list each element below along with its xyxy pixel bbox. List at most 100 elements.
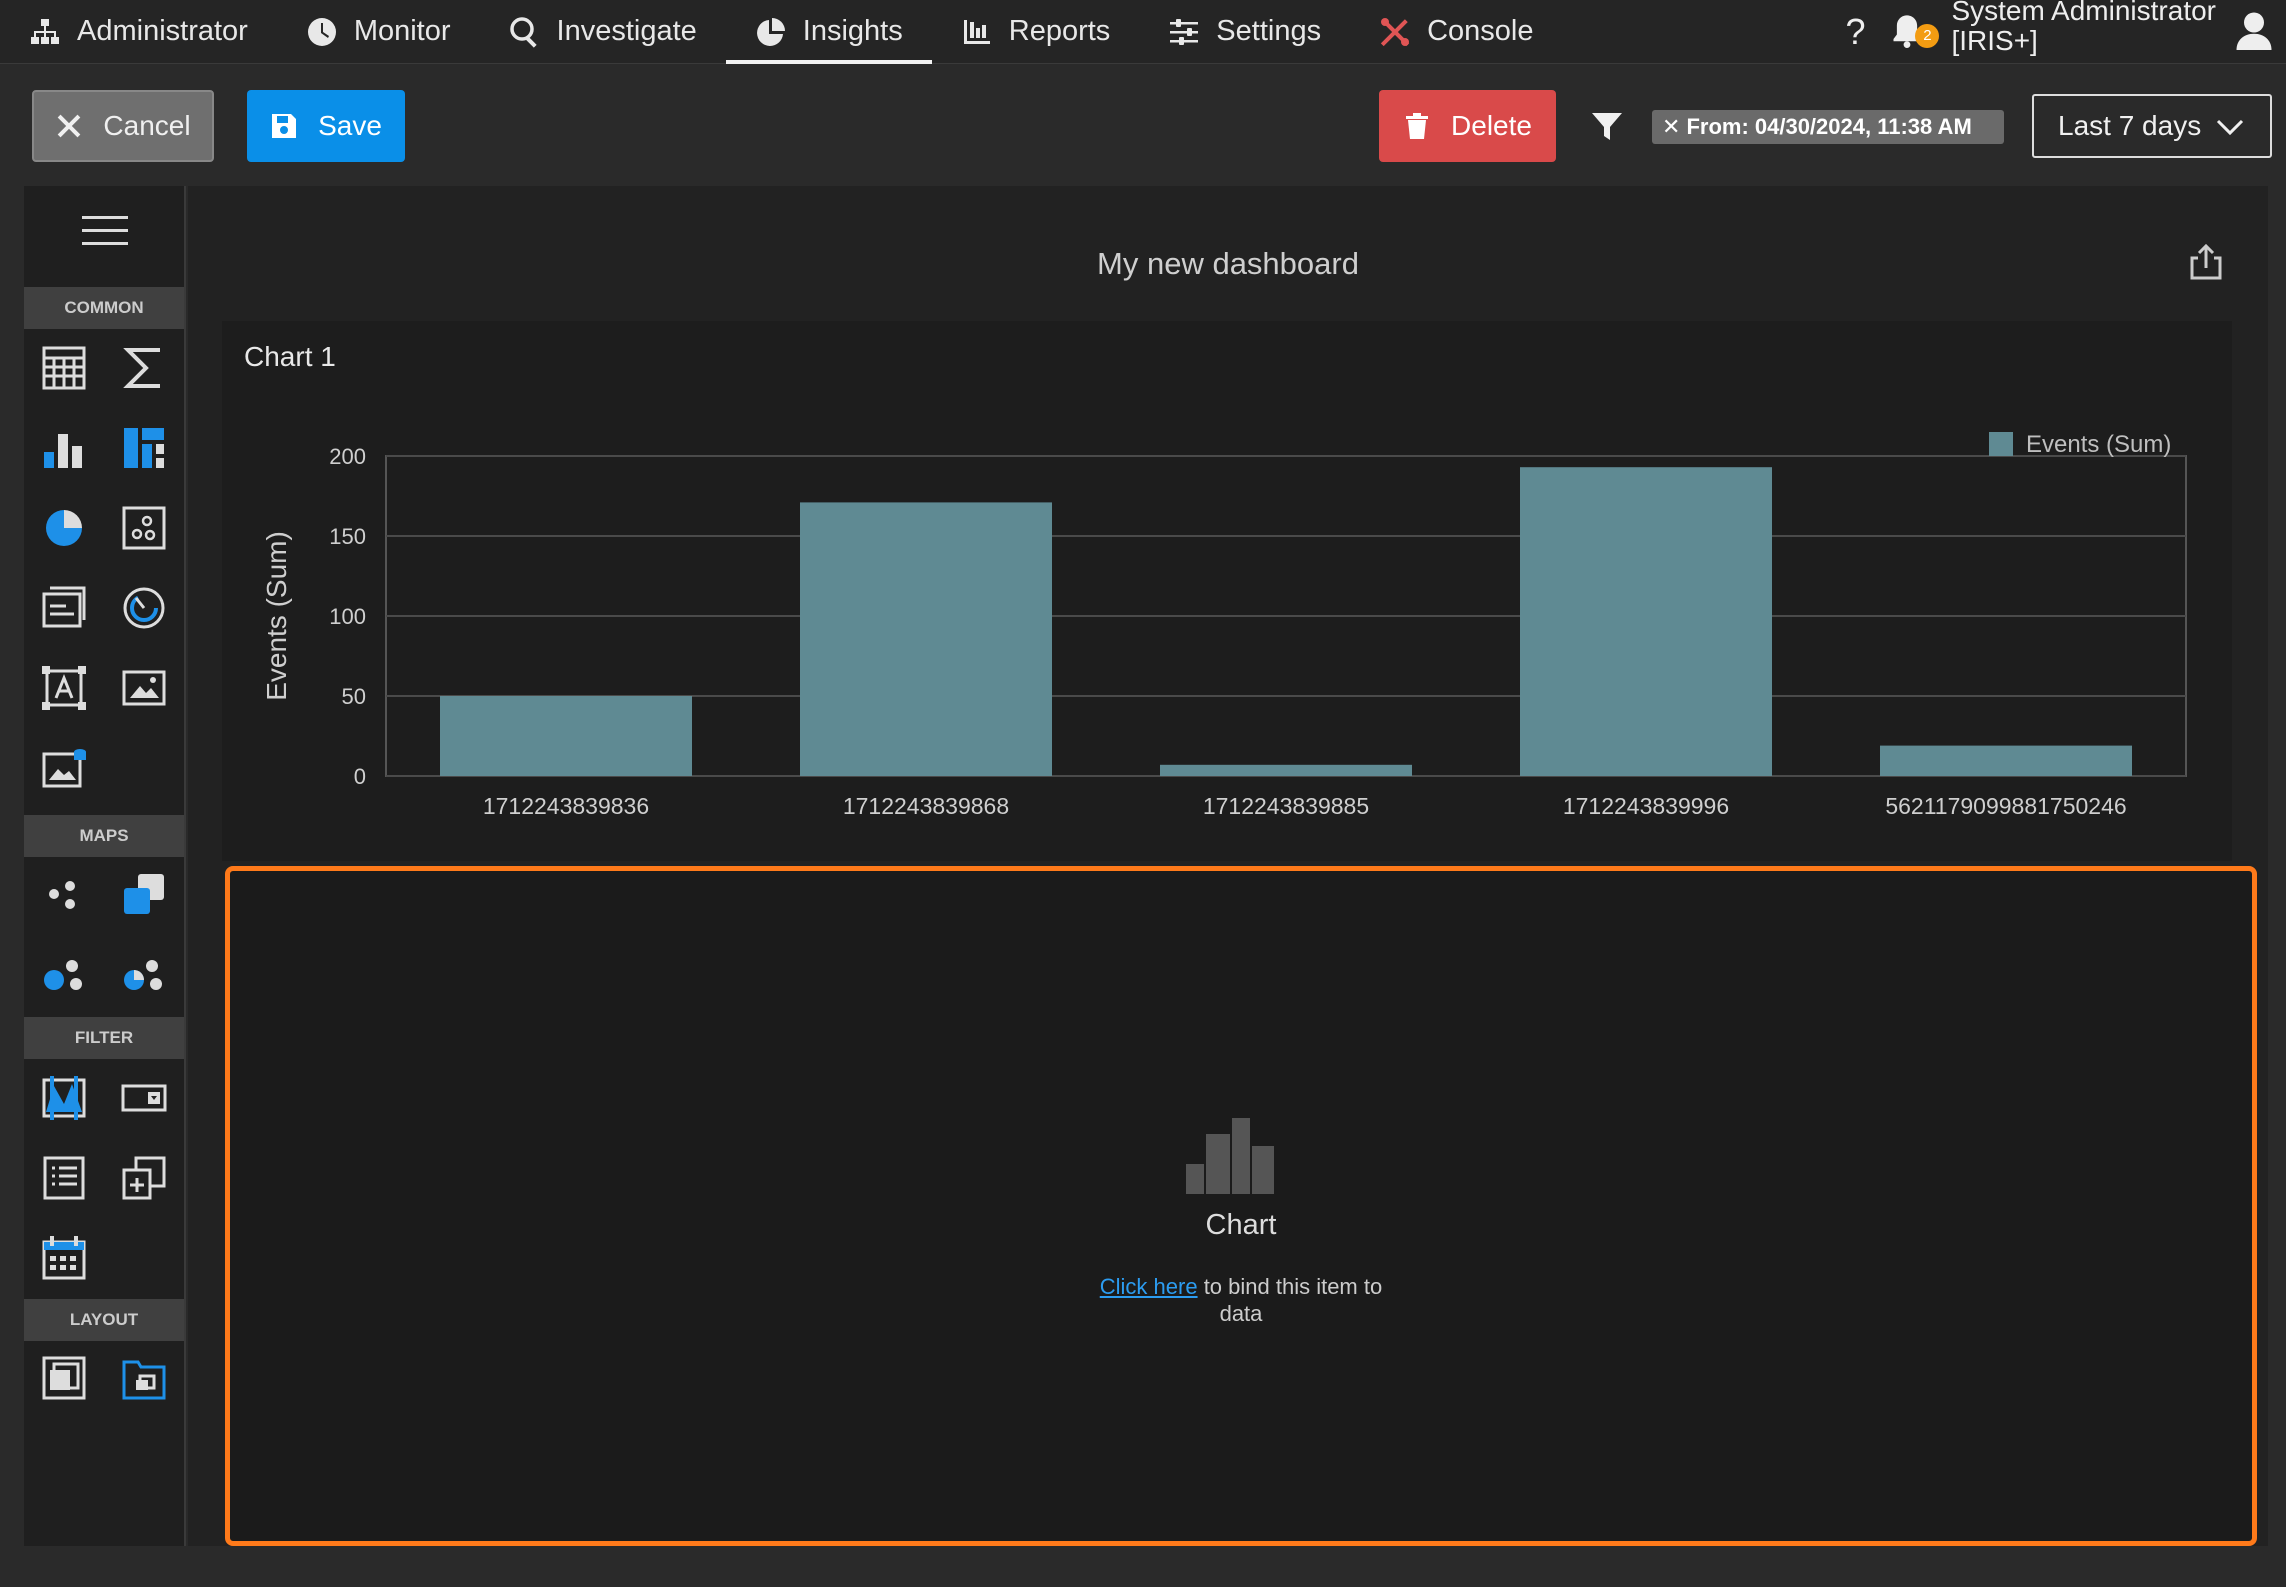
x-tick-label: 1712243839996 — [1563, 793, 1729, 819]
x-tick-label: 1712243839836 — [483, 793, 649, 819]
section-common: COMMON — [24, 287, 184, 329]
treemap-widget-icon[interactable] — [118, 422, 170, 474]
date-filter-chip[interactable]: ✕ From: 04/30/2024, 11:38 AM — [1652, 110, 2004, 144]
bar-chart-icon — [963, 19, 990, 44]
bell-icon — [1893, 15, 1921, 48]
sigma-card-icon[interactable] — [118, 342, 170, 394]
nav-label: Insights — [802, 15, 903, 47]
pie-chart-icon — [756, 17, 785, 46]
bound-image-widget-icon[interactable] — [38, 742, 90, 794]
notifications-button[interactable]: 2 — [1889, 12, 1940, 52]
user-menu-button[interactable] — [2234, 10, 2286, 55]
dashboard-title[interactable]: My new dashboard — [1097, 246, 1359, 281]
placeholder-title: Chart — [1205, 1209, 1277, 1241]
nav-reports[interactable]: Reports — [932, 0, 1140, 64]
date-filter-label: From: 04/30/2024, 11:38 AM — [1686, 114, 1972, 139]
x-tick-label: 5621179099881750246 — [1885, 793, 2126, 819]
nav-label: Settings — [1216, 15, 1322, 47]
sitemap-icon — [31, 18, 59, 44]
trash-icon — [1406, 113, 1429, 139]
nav-monitor[interactable]: Monitor — [277, 0, 480, 64]
y-tick-label: 100 — [329, 604, 366, 629]
legend-label: Events (Sum) — [2026, 431, 2171, 458]
combo-box-filter-icon[interactable] — [118, 1072, 170, 1124]
tab-container-icon[interactable] — [118, 1352, 170, 1404]
bar — [440, 696, 692, 776]
text-box-widget-icon[interactable] — [38, 662, 90, 714]
export-icon[interactable] — [2186, 242, 2226, 282]
bar-chart: 0 50 100 150 200 Events (Sum) 1712243839836 171… — [261, 431, 2187, 819]
nav-label: Monitor — [353, 15, 451, 47]
x-tick-label: 1712243839885 — [1203, 793, 1369, 819]
list-box-filter-icon[interactable] — [38, 1152, 90, 1204]
bind-data-link[interactable]: Click here — [1099, 1274, 1198, 1299]
nav-label: Reports — [1008, 15, 1111, 47]
filter-icon[interactable] — [1590, 110, 1624, 144]
image-widget-icon[interactable] — [118, 662, 170, 714]
chart-2-placeholder-card[interactable]: Chart Click here to bind this item to da… — [225, 866, 2257, 1546]
user-name-line: System Administrator — [1951, 0, 2216, 26]
user-icon — [2236, 12, 2272, 50]
gauge-widget-icon[interactable] — [118, 582, 170, 634]
group-layout-icon[interactable] — [38, 1352, 90, 1404]
floppy-disk-icon — [272, 114, 297, 138]
pie-map-icon[interactable] — [118, 948, 170, 1000]
chevron-down-icon — [2216, 119, 2244, 136]
grid-widget-icon[interactable] — [38, 342, 90, 394]
bubble-map-icon[interactable] — [38, 948, 90, 1000]
nav-label: Investigate — [556, 15, 697, 47]
delete-label: Delete — [1451, 110, 1532, 141]
x-tick-label: 1712243839868 — [843, 793, 1009, 819]
y-tick-label: 50 — [342, 684, 366, 709]
save-button[interactable]: Save — [247, 90, 405, 162]
geo-point-map-icon[interactable] — [38, 868, 90, 920]
card-widget-icon[interactable] — [38, 582, 90, 634]
nav-settings[interactable]: Settings — [1139, 0, 1350, 64]
time-range-select[interactable]: Last 7 days — [2032, 94, 2272, 158]
bar — [800, 502, 1052, 776]
nav-administrator[interactable]: Administrator — [0, 0, 277, 64]
pie-widget-icon[interactable] — [38, 502, 90, 554]
chart-widget-icon[interactable] — [38, 422, 90, 474]
date-filter-icon[interactable] — [38, 1232, 90, 1284]
nav-label: Administrator — [77, 15, 248, 47]
section-maps: MAPS — [24, 815, 184, 857]
remove-filter-icon[interactable]: ✕ — [1662, 114, 1681, 139]
range-filter-icon[interactable] — [38, 1072, 90, 1124]
tree-view-filter-icon[interactable] — [118, 1152, 170, 1204]
y-tick-label: 0 — [354, 764, 366, 789]
nav-console[interactable]: Console — [1350, 0, 1562, 64]
nav-investigate[interactable]: Investigate — [480, 0, 726, 64]
save-label: Save — [318, 110, 382, 141]
choropleth-map-icon[interactable] — [118, 868, 170, 920]
hamburger-menu-icon[interactable] — [82, 216, 128, 250]
top-navigation: Administrator Monitor Investigate Insigh… — [0, 0, 2286, 64]
bar — [1880, 745, 2132, 776]
nav-insights[interactable]: Insights — [725, 0, 932, 64]
y-tick-label: 200 — [329, 444, 366, 469]
scatter-widget-icon[interactable] — [118, 502, 170, 554]
help-icon[interactable]: ? — [1845, 11, 1866, 52]
search-icon — [509, 16, 537, 48]
legend-swatch — [1989, 432, 2013, 456]
clock-icon — [307, 17, 336, 46]
dashboard-toolbar: Cancel Save Delete ✕ From: 04/30/2024, 1… — [0, 64, 2286, 186]
bar — [1160, 764, 1412, 776]
bar — [1520, 467, 1772, 776]
chart-card-title: Chart 1 — [244, 341, 336, 372]
tools-icon — [1380, 17, 1410, 46]
funnel-shape — [1592, 113, 1622, 140]
section-filter: FILTER — [24, 1017, 184, 1059]
time-range-value: Last 7 days — [2058, 110, 2202, 141]
cancel-label: Cancel — [103, 110, 191, 141]
user-name[interactable]: System Administrator [IRIS+] — [1951, 0, 2216, 56]
chart-1-card[interactable]: Chart 1 0 50 100 150 200 Events (Sum) 17122438… — [222, 321, 2232, 861]
bind-data-text: to bind this item to data — [1203, 1274, 1383, 1326]
close-icon — [58, 114, 81, 138]
notification-count-badge: 2 — [1915, 24, 1940, 48]
y-tick-label: 150 — [329, 524, 366, 549]
cancel-button[interactable]: Cancel — [32, 90, 214, 162]
export-arrow-shape — [2190, 243, 2222, 280]
delete-button[interactable]: Delete — [1379, 90, 1556, 162]
sliders-icon — [1170, 18, 1199, 45]
